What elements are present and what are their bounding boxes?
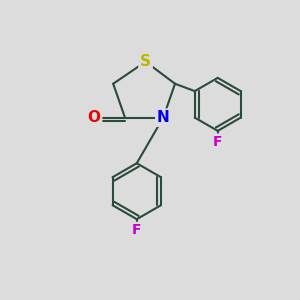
Text: F: F (213, 135, 223, 149)
Text: O: O (88, 110, 100, 125)
Text: F: F (132, 224, 142, 237)
Text: N: N (157, 110, 169, 125)
Text: S: S (140, 54, 151, 69)
